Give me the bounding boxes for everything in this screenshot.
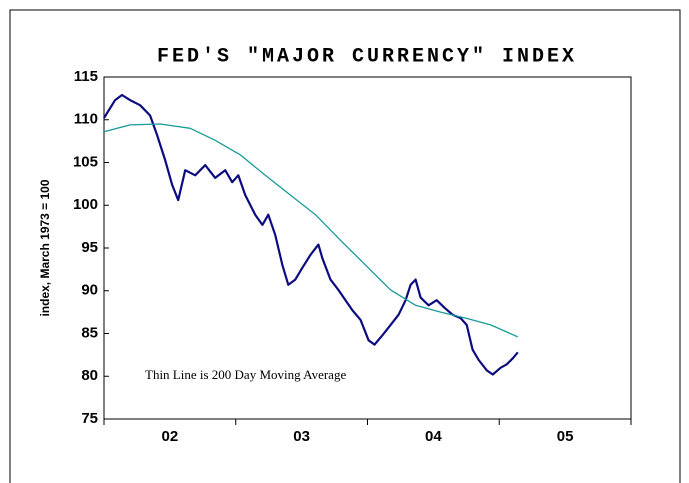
chart-title: FED'S "MAJOR CURRENCY" INDEX xyxy=(157,45,577,68)
y-tick-label: 85 xyxy=(81,324,98,341)
y-tick-label: 115 xyxy=(74,68,98,85)
y-tick-label: 95 xyxy=(81,239,98,256)
y-tick-label: 75 xyxy=(81,410,98,427)
frame xyxy=(9,9,681,483)
x-tick-label: 02 xyxy=(162,428,179,445)
y-tick-label: 105 xyxy=(73,153,98,170)
x-tick-label: 05 xyxy=(557,428,574,445)
series-line xyxy=(103,93,519,376)
y-axis-label: index, March 1973 = 100 xyxy=(38,179,52,316)
y-tick-label: 80 xyxy=(81,367,98,384)
y-tick-label: 110 xyxy=(74,111,98,128)
series-line xyxy=(103,123,519,338)
annotation: Thin Line is 200 Day Moving Average xyxy=(145,367,346,382)
y-tick-label: 90 xyxy=(81,282,98,299)
y-tick-label: 100 xyxy=(73,196,98,213)
x-tick-label: 03 xyxy=(293,428,310,445)
x-tick-label: 04 xyxy=(425,428,442,445)
